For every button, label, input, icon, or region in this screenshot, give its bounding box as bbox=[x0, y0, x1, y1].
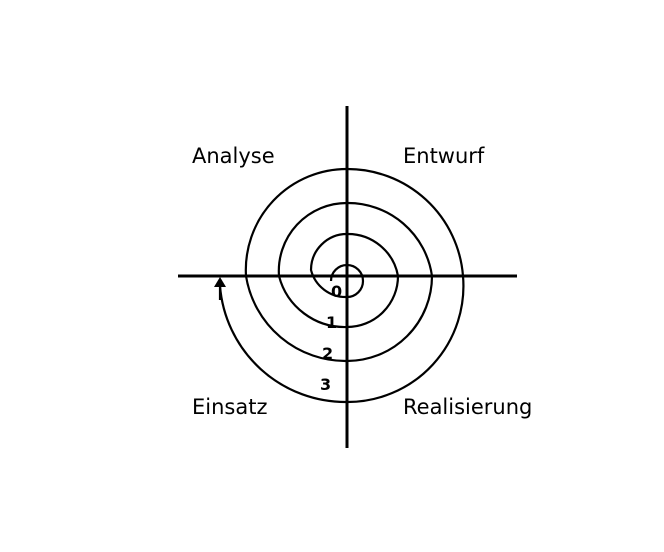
quadrant-label-entwurf: Entwurf bbox=[403, 144, 485, 168]
quadrant-label-einsatz: Einsatz bbox=[192, 395, 267, 419]
turn-label-2: 2 bbox=[322, 344, 333, 363]
turn-label-3: 3 bbox=[320, 375, 331, 394]
quadrant-label-realisierung: Realisierung bbox=[403, 395, 532, 419]
quadrant-label-analyse: Analyse bbox=[192, 144, 275, 168]
turn-label-1: 1 bbox=[326, 313, 337, 332]
spiral-path bbox=[218, 167, 465, 404]
turn-label-0: 0 bbox=[331, 282, 342, 301]
